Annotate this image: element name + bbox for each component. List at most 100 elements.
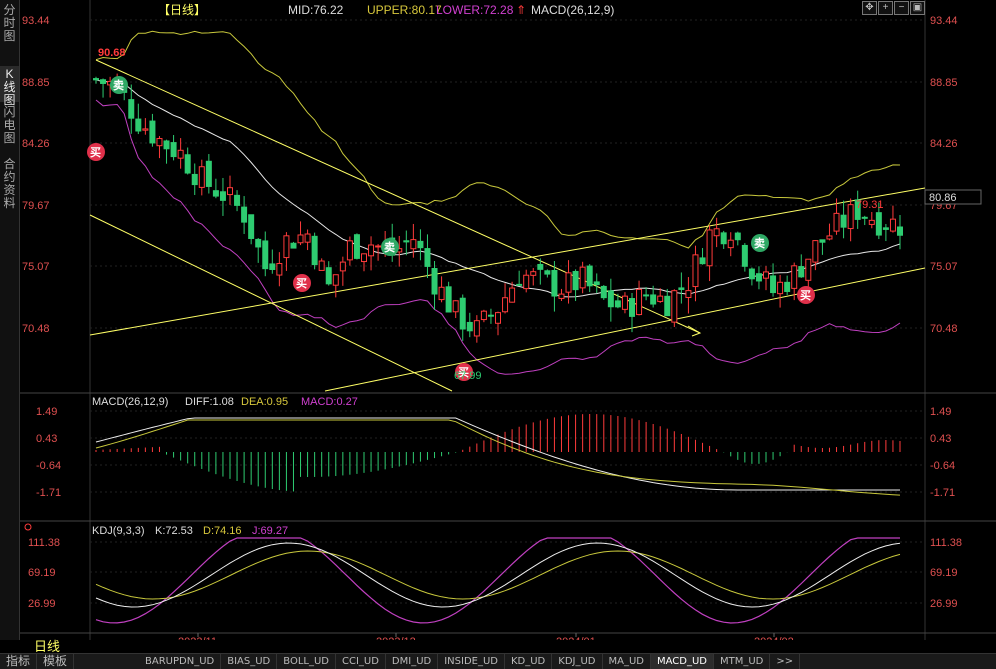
macd-axis-label-right: -1.71 [930, 487, 955, 499]
tab-flash[interactable]: 闪电图 [3, 105, 16, 145]
candle-body [537, 263, 544, 270]
candlestick-series [93, 73, 903, 343]
plus-icon[interactable]: + [878, 1, 893, 15]
candle-body [445, 286, 452, 313]
tab-indicators[interactable]: 指标 [0, 654, 38, 669]
candle-body [480, 310, 487, 321]
candle-body [269, 263, 276, 270]
candle-body [755, 273, 762, 282]
kdj-axis-label-left: 69.19 [28, 567, 56, 579]
tab-mtm[interactable]: MTM_UD [714, 654, 771, 669]
kdj-axis-label-right: 69.19 [930, 567, 958, 579]
price-axis-label-right: 84.26 [930, 138, 958, 150]
date-axis-label: 2023/12 [376, 636, 416, 640]
candle-body [523, 274, 530, 290]
tab-kdj[interactable]: KDJ_UD [552, 654, 603, 669]
trend-line [89, 187, 926, 336]
kdj-k-line [95, 542, 901, 608]
indicator-tab-bar: 指标 模板 BARUPDN_UD BIAS_UD BOLL_UD CCI_UD … [0, 653, 996, 669]
tab-contract-info[interactable]: 合约资料 [3, 157, 16, 210]
candle-body [650, 294, 657, 305]
candle-body [854, 199, 861, 220]
candle-body [593, 281, 600, 286]
tab-inside[interactable]: INSIDE_UD [438, 654, 505, 669]
macd-diff: DIFF:1.08 [185, 396, 234, 408]
candle-body [763, 271, 769, 279]
candle-body [636, 288, 643, 316]
candle-body [826, 235, 833, 240]
candle-body [304, 233, 311, 243]
restore-icon[interactable]: ▣ [910, 1, 925, 15]
tab-bias[interactable]: BIAS_UD [221, 654, 278, 669]
boll-upper-line [95, 30, 901, 249]
candle-body [156, 138, 163, 147]
macd-axis-label-left: -1.71 [36, 487, 61, 499]
candle-body [607, 290, 614, 308]
candle-body [713, 228, 720, 237]
tab-barupdn[interactable]: BARUPDN_UD [139, 654, 222, 669]
macd-dea-line [95, 419, 901, 496]
tab-more[interactable]: >> [770, 654, 801, 669]
candle-body [777, 281, 784, 295]
macd-axis-label-right: 1.49 [930, 406, 951, 418]
boll-lower-readout: LOWER:72.28 [436, 3, 514, 17]
price-axis-label-left: 70.48 [22, 323, 50, 335]
candle-body [861, 216, 868, 219]
kdj-d: D:74.16 [203, 525, 242, 537]
kdj-d-line [95, 550, 901, 600]
trend-arrow-icon [687, 325, 702, 337]
candle-body [897, 226, 903, 236]
tab-cci[interactable]: CCI_UD [336, 654, 386, 669]
kdj-k: K:72.53 [155, 525, 193, 537]
candle-body [128, 99, 135, 119]
current-price-text: 80.86 [929, 192, 957, 204]
signal-label: 买 [296, 277, 307, 290]
candle-body [410, 239, 417, 250]
candle-body [502, 297, 509, 313]
tab-macd[interactable]: MACD_UD [651, 654, 714, 669]
tab-kd[interactable]: KD_UD [505, 654, 553, 669]
candle-body [495, 312, 501, 324]
move-icon[interactable]: ✥ [862, 1, 877, 15]
minus-icon[interactable]: − [894, 1, 909, 15]
candle-body [741, 244, 748, 267]
date-axis-label: 2024/01 [556, 636, 596, 640]
period-badge[interactable]: 【日线】 [158, 3, 206, 17]
sell-signal-icon [110, 76, 128, 94]
candle-body [614, 300, 621, 308]
tab-templates[interactable]: 模板 [37, 654, 75, 669]
kdj-axis-label-right: 111.38 [930, 537, 962, 549]
price-axis-label-left: 88.85 [22, 77, 50, 89]
candle-body [805, 258, 812, 281]
sell-signal-icon [751, 234, 769, 252]
candle-body [770, 275, 777, 294]
signal-label: 卖 [113, 78, 124, 92]
candle-body [530, 271, 537, 276]
candle-body [177, 149, 184, 159]
candle-body [318, 260, 325, 271]
candle-body [198, 166, 205, 188]
candle-body [339, 261, 346, 272]
candle-body [819, 239, 826, 243]
tab-dmi[interactable]: DMI_UD [386, 654, 439, 669]
tab-ma[interactable]: MA_UD [603, 654, 651, 669]
candle-body [191, 173, 198, 186]
candle-body [297, 234, 304, 244]
tab-boll[interactable]: BOLL_UD [277, 654, 336, 669]
tab-kline[interactable]: K线图 [0, 66, 19, 107]
price-axis-label-right: 93.44 [930, 15, 958, 27]
macd-axis-label-right: 0.43 [930, 433, 951, 445]
period-label[interactable]: 日线 [34, 639, 61, 654]
candle-body [875, 212, 882, 236]
candle-body [205, 160, 212, 187]
candle-body [657, 295, 664, 302]
candle-body [586, 265, 593, 287]
candle-body [784, 281, 791, 292]
date-axis-label: 2024/02 [754, 636, 794, 640]
macd-title: MACD(26,12,9) [92, 396, 168, 408]
boll-mid-readout: MID:76.22 [288, 3, 344, 17]
candle-body [579, 266, 586, 289]
tab-timeshare[interactable]: 分时图 [3, 3, 16, 43]
candle-body [255, 238, 262, 248]
